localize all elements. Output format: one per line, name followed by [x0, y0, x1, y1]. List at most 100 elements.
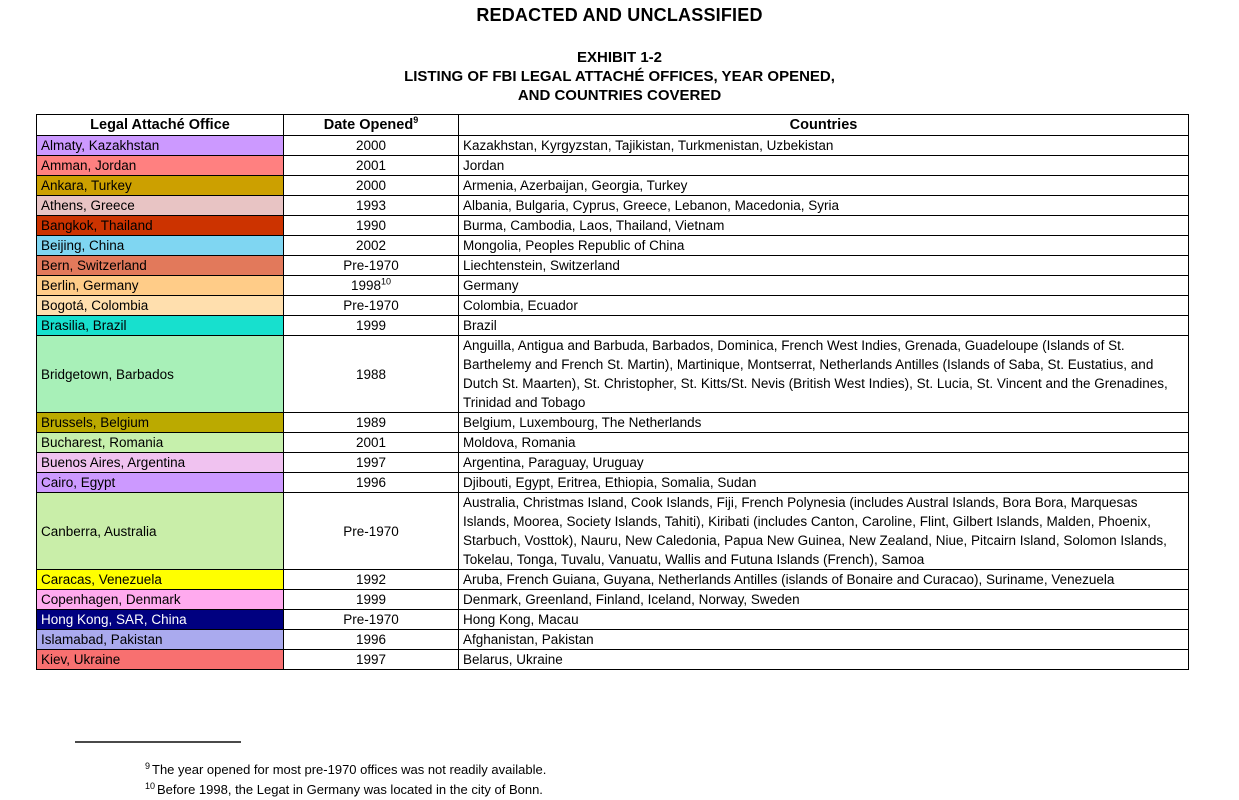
countries-cell: Jordan: [458, 155, 1189, 176]
table-row: Caracas, Venezuela 1992 Aruba, French Guia…: [36, 569, 1189, 590]
countries-cell: Aruba, French Guiana, Guyana, Netherland…: [458, 569, 1189, 590]
date-opened-cell: 1996: [283, 472, 459, 493]
exhibit-title-line3: AND COUNTRIES COVERED: [517, 87, 722, 104]
table-row: Copenhagen, Denmark 1999 Denmark, Greenlan…: [36, 589, 1189, 610]
countries-cell: Germany: [458, 275, 1189, 296]
office-cell: Brasilia, Brazil: [36, 315, 284, 336]
table-row: Berlin, Germany 199810 Germany: [36, 275, 1189, 296]
table-row: Buenos Aires, Argentina 1997 Argentina, Pa…: [36, 452, 1189, 473]
countries-cell: Belarus, Ukraine: [458, 649, 1189, 670]
table-row: Hong Kong, SAR, China Pre-1970 Hong Kong, …: [36, 609, 1189, 630]
date-opened-cell: 1989: [283, 412, 459, 433]
table-row: Bogotá, Colombia Pre-1970 Colombia, Ecuado…: [36, 295, 1189, 316]
countries-cell: Armenia, Azerbaijan, Georgia, Turkey: [458, 175, 1189, 196]
column-header-date-opened: Date Opened9: [283, 114, 459, 136]
table-row: Ankara, Turkey 2000 Armenia, Azerbaijan, G…: [36, 175, 1189, 196]
office-cell: Islamabad, Pakistan: [36, 629, 284, 650]
countries-cell: Australia, Christmas Island, Cook Island…: [458, 492, 1189, 570]
table-row: Athens, Greece 1993 Albania, Bulgaria, Cyp…: [36, 195, 1189, 216]
office-cell: Bangkok, Thailand: [36, 215, 284, 236]
office-cell: Canberra, Australia: [36, 492, 284, 570]
table-row: Almaty, Kazakhstan 2000 Kazakhstan, Kyrgyz…: [36, 135, 1189, 156]
office-cell: Beijing, China: [36, 235, 284, 256]
office-cell: Kiev, Ukraine: [36, 649, 284, 670]
date-opened-cell: 2001: [283, 155, 459, 176]
date-opened-cell: Pre-1970: [283, 609, 459, 630]
countries-cell: Albania, Bulgaria, Cyprus, Greece, Leban…: [458, 195, 1189, 216]
exhibit-title: EXHIBIT 1-2 LISTING OF FBI LEGAL ATTACHÉ…: [0, 48, 1239, 105]
table-row: Beijing, China 2002 Mongolia, Peoples Repu…: [36, 235, 1189, 256]
office-cell: Almaty, Kazakhstan: [36, 135, 284, 156]
office-cell: Ankara, Turkey: [36, 175, 284, 196]
date-opened-cell: 2000: [283, 135, 459, 156]
date-opened-cell: Pre-1970: [283, 295, 459, 316]
footnote-9: 9 The year opened for most pre-1970 offic…: [145, 760, 547, 777]
date-opened-cell: Pre-1970: [283, 255, 459, 276]
countries-cell: Afghanistan, Pakistan: [458, 629, 1189, 650]
date-opened-cell: 2000: [283, 175, 459, 196]
office-cell: Caracas, Venezuela: [36, 569, 284, 590]
date-opened-cell: 2002: [283, 235, 459, 256]
date-opened-cell: 2001: [283, 432, 459, 453]
office-cell: Bogotá, Colombia: [36, 295, 284, 316]
office-cell: Copenhagen, Denmark: [36, 589, 284, 610]
countries-cell: Burma, Cambodia, Laos, Thailand, Vietnam: [458, 215, 1189, 236]
table-body: Almaty, Kazakhstan 2000 Kazakhstan, Kyrgyz…: [36, 135, 1189, 670]
exhibit-title-line2: LISTING OF FBI LEGAL ATTACHÉ OFFICES, YE…: [404, 68, 835, 85]
office-cell: Bern, Switzerland: [36, 255, 284, 276]
office-cell: Berlin, Germany: [36, 275, 284, 296]
countries-cell: Mongolia, Peoples Republic of China: [458, 235, 1189, 256]
table-row: Bucharest, Romania 2001 Moldova, Romania: [36, 432, 1189, 453]
date-opened-cell: Pre-1970: [283, 492, 459, 570]
office-cell: Bridgetown, Barbados: [36, 335, 284, 413]
table-row: Brasilia, Brazil 1999 Brazil: [36, 315, 1189, 336]
countries-cell: Hong Kong, Macau: [458, 609, 1189, 630]
countries-cell: Colombia, Ecuador: [458, 295, 1189, 316]
date-opened-cell: 1996: [283, 629, 459, 650]
table-row: Cairo, Egypt 1996 Djibouti, Egypt, Eritrea…: [36, 472, 1189, 493]
table-row: Kiev, Ukraine 1997 Belarus, Ukraine: [36, 649, 1189, 670]
office-cell: Brussels, Belgium: [36, 412, 284, 433]
table-row: Islamabad, Pakistan 1996 Afghanistan, Paki…: [36, 629, 1189, 650]
date-opened-cell: 1997: [283, 452, 459, 473]
classification-banner: REDACTED AND UNCLASSIFIED: [476, 5, 763, 25]
footnote-ref-10: 10: [381, 276, 392, 287]
office-cell: Cairo, Egypt: [36, 472, 284, 493]
table-row: Brussels, Belgium 1989 Belgium, Luxembourg…: [36, 412, 1189, 433]
countries-cell: Kazakhstan, Kyrgyzstan, Tajikistan, Turk…: [458, 135, 1189, 156]
office-cell: Buenos Aires, Argentina: [36, 452, 284, 473]
footnotes: 9 The year opened for most pre-1970 offic…: [145, 760, 546, 800]
date-opened-cell: 1997: [283, 649, 459, 670]
office-cell: Amman, Jordan: [36, 155, 284, 176]
date-opened-cell: 1990: [283, 215, 459, 236]
office-cell: Athens, Greece: [36, 195, 284, 216]
countries-cell: Argentina, Paraguay, Uruguay: [458, 452, 1189, 473]
table-row: Bangkok, Thailand 1990 Burma, Cambodia, La…: [36, 215, 1189, 236]
table-row: Bridgetown, Barbados 1988 Anguilla, Antigu…: [36, 335, 1189, 413]
date-opened-cell: 1999: [283, 315, 459, 336]
exhibit-number: EXHIBIT 1-2: [576, 49, 663, 66]
footnote-divider: [75, 741, 241, 743]
countries-cell: Moldova, Romania: [458, 432, 1189, 453]
table-row: Amman, Jordan 2001 Jordan: [36, 155, 1189, 176]
countries-cell: Anguilla, Antigua and Barbuda, Barbados,…: [458, 335, 1189, 413]
countries-cell: Brazil: [458, 315, 1189, 336]
footnote-10: 10 Before 1998, the Legat in Germany was …: [145, 780, 543, 797]
table-row: Bern, Switzerland Pre-1970 Liechtenstein, …: [36, 255, 1189, 276]
table-header-row: Legal Attaché Office Date Opened9 Countr…: [36, 114, 1189, 136]
date-opened-cell: 199810: [283, 275, 459, 296]
date-opened-cell: 1999: [283, 589, 459, 610]
column-header-countries: Countries: [458, 114, 1189, 136]
office-cell: Hong Kong, SAR, China: [36, 609, 284, 630]
date-opened-cell: 1988: [283, 335, 459, 413]
column-header-office: Legal Attaché Office: [36, 114, 284, 136]
countries-cell: Djibouti, Egypt, Eritrea, Ethiopia, Soma…: [458, 472, 1189, 493]
date-opened-cell: 1993: [283, 195, 459, 216]
countries-cell: Denmark, Greenland, Finland, Iceland, No…: [458, 589, 1189, 610]
table-row: Canberra, Australia Pre-1970 Australia, Ch…: [36, 492, 1189, 570]
footnote-ref-9: 9: [413, 115, 419, 126]
countries-cell: Liechtenstein, Switzerland: [458, 255, 1189, 276]
countries-cell: Belgium, Luxembourg, The Netherlands: [458, 412, 1189, 433]
legat-offices-table: Legal Attaché Office Date Opened9 Countr…: [36, 114, 1189, 670]
